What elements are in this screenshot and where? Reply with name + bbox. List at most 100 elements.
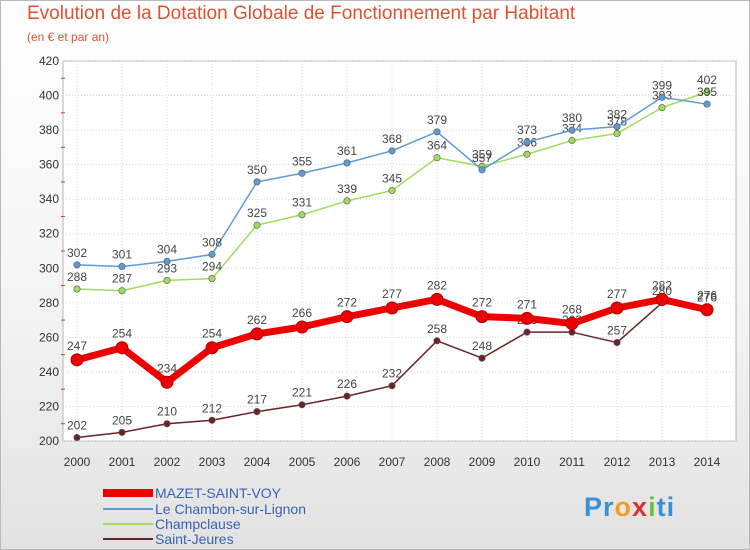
data-point xyxy=(298,211,306,219)
data-point xyxy=(250,327,264,341)
data-point xyxy=(523,150,531,158)
data-point xyxy=(73,261,81,269)
legend-swatch-chambon xyxy=(103,508,153,510)
data-point xyxy=(73,434,81,442)
data-point xyxy=(658,93,666,101)
data-point xyxy=(610,301,624,315)
x-tick-label: 2011 xyxy=(559,455,585,469)
data-label: 395 xyxy=(697,85,717,99)
x-tick-label: 2013 xyxy=(649,455,676,469)
data-point xyxy=(118,263,126,271)
data-point xyxy=(430,292,444,306)
data-label: 276 xyxy=(697,289,717,303)
data-point xyxy=(163,276,171,284)
data-point xyxy=(208,250,216,258)
data-label: 221 xyxy=(292,386,312,400)
data-point xyxy=(568,136,576,144)
y-tick-label: 340 xyxy=(39,192,59,206)
data-point xyxy=(340,310,354,324)
legend-item-mazet: MAZET-SAINT-VOY xyxy=(103,485,281,501)
data-point xyxy=(433,128,441,136)
data-point xyxy=(658,104,666,112)
data-point xyxy=(388,187,396,195)
data-point xyxy=(70,353,84,367)
data-label: 272 xyxy=(337,296,357,310)
data-point xyxy=(478,166,486,174)
data-label: 282 xyxy=(652,278,672,292)
data-point xyxy=(118,287,126,295)
proxiti-logo: Proxiti xyxy=(584,492,676,522)
data-point xyxy=(613,123,621,131)
data-label: 368 xyxy=(382,132,402,146)
data-label: 254 xyxy=(112,327,132,341)
chart-subtitle: (en € et par an) xyxy=(27,30,110,44)
data-point xyxy=(523,328,531,336)
data-label: 301 xyxy=(112,248,132,262)
data-label: 357 xyxy=(472,151,492,165)
data-label: 361 xyxy=(337,144,357,158)
data-label: 268 xyxy=(562,303,582,317)
data-label: 359 xyxy=(472,147,492,161)
data-label: 339 xyxy=(337,182,357,196)
data-label: 282 xyxy=(427,278,447,292)
y-tick-label: 400 xyxy=(39,89,59,103)
data-label: 212 xyxy=(202,401,222,415)
data-label: 380 xyxy=(562,111,582,125)
legend-item-saint-jeures: Saint-Jeures xyxy=(103,531,234,547)
data-point xyxy=(655,292,669,306)
data-point xyxy=(523,138,531,146)
data-label: 378 xyxy=(607,115,627,129)
data-point xyxy=(613,130,621,138)
y-tick-label: 260 xyxy=(39,330,59,344)
data-label: 304 xyxy=(157,242,177,256)
y-tick-label: 240 xyxy=(39,365,59,379)
x-tick-label: 2002 xyxy=(154,455,181,469)
data-label: 234 xyxy=(157,361,177,375)
data-label: 254 xyxy=(202,327,222,341)
x-tick-label: 2004 xyxy=(244,455,271,469)
data-label: 247 xyxy=(67,339,87,353)
data-label: 277 xyxy=(382,287,402,301)
legend-swatch-mazet xyxy=(103,489,153,497)
legend-label-chambon: Le Chambon-sur-Lignon xyxy=(155,501,306,517)
data-point xyxy=(160,375,174,389)
x-tick-label: 2003 xyxy=(199,455,226,469)
x-tick-label: 2010 xyxy=(514,455,541,469)
x-tick-label: 2007 xyxy=(379,455,406,469)
y-tick-label: 360 xyxy=(39,158,59,172)
data-point xyxy=(568,126,576,134)
legend-swatch-champclause xyxy=(103,523,153,525)
x-tick-label: 2014 xyxy=(694,455,721,469)
data-label: 345 xyxy=(382,172,402,186)
data-label: 294 xyxy=(202,260,222,274)
data-label: 350 xyxy=(247,163,267,177)
data-point xyxy=(298,169,306,177)
x-tick-label: 2000 xyxy=(64,455,91,469)
data-label: 402 xyxy=(697,73,717,87)
data-point xyxy=(385,301,399,315)
legend-swatch-saint-jeures xyxy=(103,538,153,540)
data-point xyxy=(118,428,126,436)
data-point xyxy=(208,416,216,424)
data-point xyxy=(703,100,711,108)
x-tick-label: 2012 xyxy=(604,455,631,469)
data-label: 379 xyxy=(427,113,447,127)
data-label: 232 xyxy=(382,367,402,381)
data-point xyxy=(433,337,441,345)
y-tick-label: 280 xyxy=(39,296,59,310)
data-label: 271 xyxy=(517,297,537,311)
data-label: 226 xyxy=(337,377,357,391)
x-tick-label: 2006 xyxy=(334,455,361,469)
data-point xyxy=(163,420,171,428)
y-tick-label: 420 xyxy=(39,54,59,68)
data-point xyxy=(253,178,261,186)
data-label: 217 xyxy=(247,393,267,407)
data-point xyxy=(343,392,351,400)
data-point xyxy=(475,310,489,324)
legend-label-champclause: Champclause xyxy=(155,516,241,532)
legend-item-chambon: Le Chambon-sur-Lignon xyxy=(103,501,306,517)
data-label: 355 xyxy=(292,154,312,168)
y-tick-label: 200 xyxy=(39,434,59,448)
data-point xyxy=(613,339,621,347)
